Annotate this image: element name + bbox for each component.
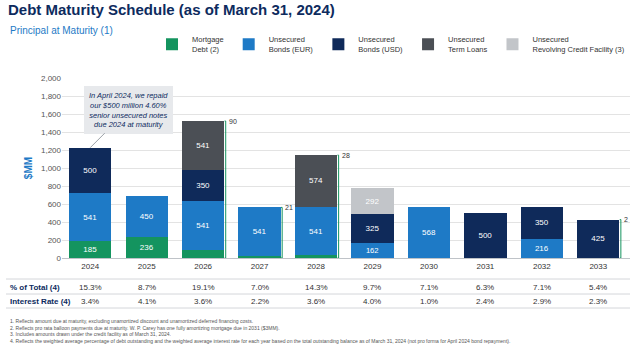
svg-text:3.6%: 3.6% [307, 297, 325, 306]
svg-text:Principal at Maturity (1): Principal at Maturity (1) [10, 25, 113, 36]
svg-text:UnsecuredBonds (EUR): UnsecuredBonds (EUR) [269, 35, 314, 54]
svg-text:1,000: 1,000 [41, 164, 62, 173]
svg-text:541: 541 [196, 221, 210, 230]
svg-text:14.3%: 14.3% [305, 283, 328, 292]
svg-text:5.4%: 5.4% [589, 283, 607, 292]
svg-text:1. Reflects amount due at matu: 1. Reflects amount due at maturity, excl… [10, 318, 510, 344]
svg-text:292: 292 [366, 197, 380, 206]
svg-text:350: 350 [196, 181, 210, 190]
svg-text:541: 541 [83, 213, 97, 222]
svg-text:6.3%: 6.3% [476, 283, 494, 292]
svg-text:200: 200 [48, 236, 62, 245]
svg-text:2031: 2031 [476, 262, 494, 271]
svg-text:90: 90 [229, 118, 237, 125]
svg-text:4.0%: 4.0% [363, 297, 381, 306]
svg-text:4.1%: 4.1% [138, 297, 156, 306]
svg-text:2.9%: 2.9% [533, 297, 551, 306]
svg-text:UnsecuredRevolving Credit Faci: UnsecuredRevolving Credit Facility (3) [532, 35, 624, 54]
svg-text:568: 568 [422, 228, 436, 237]
svg-text:3.6%: 3.6% [194, 297, 212, 306]
svg-text:425: 425 [591, 234, 605, 243]
svg-text:2,000: 2,000 [41, 74, 62, 83]
svg-text:1,800: 1,800 [41, 92, 62, 101]
svg-text:% of Total (4): % of Total (4) [10, 283, 60, 292]
svg-text:2033: 2033 [589, 262, 607, 271]
svg-text:2.3%: 2.3% [589, 297, 607, 306]
svg-text:UnsecuredBonds (USD): UnsecuredBonds (USD) [358, 35, 403, 54]
svg-text:185: 185 [83, 245, 97, 254]
svg-text:541: 541 [309, 227, 323, 236]
svg-text:2028: 2028 [307, 262, 325, 271]
svg-text:28: 28 [342, 152, 350, 159]
svg-text:236: 236 [140, 243, 154, 252]
svg-text:600: 600 [48, 200, 62, 209]
svg-text:2.4%: 2.4% [476, 297, 494, 306]
svg-text:2026: 2026 [194, 262, 212, 271]
svg-text:800: 800 [48, 182, 62, 191]
svg-text:In April 2024, we repaidour $5: In April 2024, we repaidour $500 million… [89, 91, 168, 129]
svg-text:2025: 2025 [138, 262, 156, 271]
svg-text:MortgageDebt (2): MortgageDebt (2) [192, 35, 224, 54]
svg-text:21: 21 [285, 204, 293, 211]
svg-text:7.1%: 7.1% [533, 283, 551, 292]
svg-text:Debt Maturity Schedule (as of: Debt Maturity Schedule (as of March 31, … [8, 1, 335, 18]
svg-text:2: 2 [624, 216, 628, 223]
svg-text:1,600: 1,600 [41, 110, 62, 119]
svg-text:350: 350 [535, 218, 549, 227]
svg-text:7.1%: 7.1% [420, 283, 438, 292]
svg-text:Interest Rate (4): Interest Rate (4) [10, 297, 71, 306]
svg-text:400: 400 [48, 218, 62, 227]
svg-text:$MM: $MM [23, 157, 34, 179]
svg-text:162: 162 [366, 246, 379, 255]
svg-text:1.0%: 1.0% [420, 297, 438, 306]
svg-text:541: 541 [253, 227, 267, 236]
svg-text:2030: 2030 [420, 262, 438, 271]
svg-text:8.7%: 8.7% [138, 283, 156, 292]
svg-text:541: 541 [196, 141, 210, 150]
svg-text:7.0%: 7.0% [251, 283, 269, 292]
svg-text:3.4%: 3.4% [81, 297, 99, 306]
svg-text:500: 500 [478, 231, 492, 240]
svg-text:450: 450 [140, 212, 154, 221]
svg-text:UnsecuredTerm Loans: UnsecuredTerm Loans [448, 35, 487, 54]
svg-text:1,400: 1,400 [41, 128, 62, 137]
svg-text:574: 574 [309, 176, 323, 185]
svg-text:9.7%: 9.7% [363, 283, 381, 292]
svg-text:2024: 2024 [81, 262, 99, 271]
svg-text:2027: 2027 [251, 262, 269, 271]
svg-text:0: 0 [57, 254, 62, 263]
svg-text:2029: 2029 [364, 262, 382, 271]
svg-text:325: 325 [366, 224, 380, 233]
svg-text:2.2%: 2.2% [251, 297, 269, 306]
svg-text:216: 216 [535, 244, 549, 253]
svg-text:2032: 2032 [533, 262, 551, 271]
svg-text:15.3%: 15.3% [79, 283, 102, 292]
svg-text:19.1%: 19.1% [192, 283, 215, 292]
svg-text:500: 500 [83, 166, 97, 175]
svg-text:1,200: 1,200 [41, 146, 62, 155]
